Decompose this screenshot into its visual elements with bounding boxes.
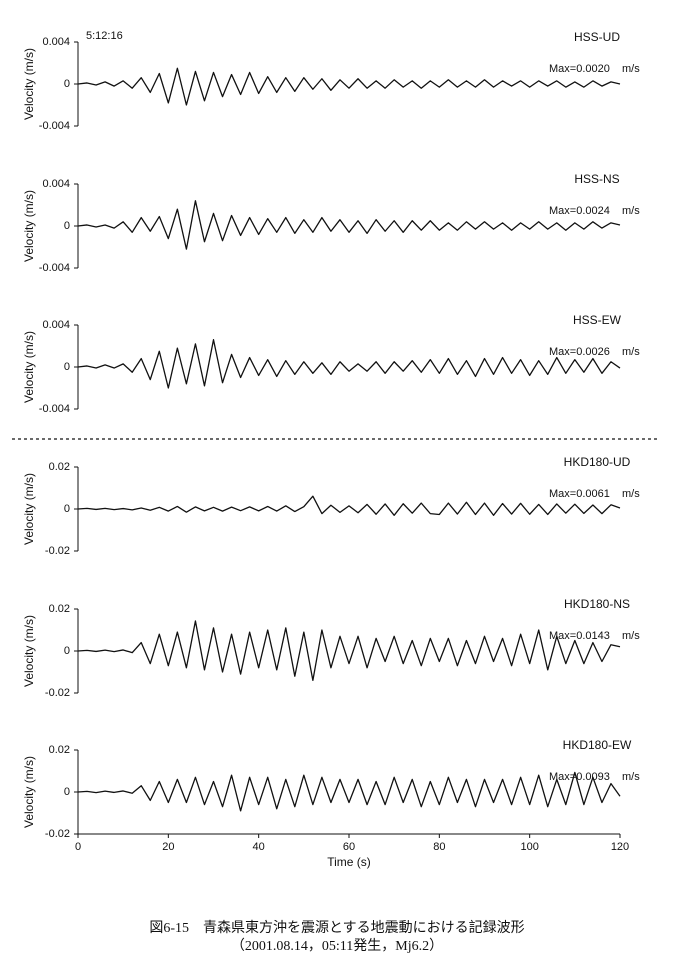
y-tick-label: 0.004 (42, 36, 70, 48)
max-annotation: Max=0.0093 (549, 771, 610, 783)
max-annotation: Max=0.0026 (549, 346, 610, 358)
waveform (77, 200, 621, 250)
y-tick-label: -0.004 (39, 120, 70, 132)
y-tick-label: -0.02 (45, 687, 70, 699)
y-tick-label: -0.004 (39, 403, 70, 415)
y-tick-label: -0.02 (45, 545, 70, 557)
waveform (77, 771, 621, 812)
y-tick-label: 0.004 (42, 178, 70, 190)
y-tick-label: 0 (64, 645, 70, 657)
panel-title: HSS-EW (573, 313, 622, 327)
caption-line: （2001.08.14，05:11発生，Mj6.2） (231, 938, 443, 954)
time-label: 5:12:16 (86, 30, 123, 42)
waveform (77, 495, 621, 516)
y-axis-label: Velocity (m/s) (22, 331, 36, 403)
max-annotation: Max=0.0061 (549, 488, 610, 500)
max-annotation: Max=0.0143 (549, 630, 610, 642)
x-tick-label: 60 (343, 841, 355, 853)
y-axis-label: Velocity (m/s) (22, 756, 36, 828)
max-annotation: Max=0.0020 (549, 63, 610, 75)
waveform (77, 339, 621, 389)
panel-title: HSS-NS (574, 172, 619, 186)
max-annotation: Max=0.0024 (549, 205, 610, 217)
x-tick-label: 40 (253, 841, 265, 853)
panel-title: HSS-UD (574, 30, 620, 44)
x-axis-label: Time (s) (327, 855, 371, 869)
x-tick-label: 20 (162, 841, 174, 853)
unit-label: m/s (622, 771, 640, 783)
y-tick-label: 0.02 (49, 744, 70, 756)
x-tick-label: 0 (75, 841, 81, 853)
y-axis-label: Velocity (m/s) (22, 473, 36, 545)
y-tick-label: 0 (64, 220, 70, 232)
unit-label: m/s (622, 63, 640, 75)
panel-title: HKD180-EW (563, 738, 632, 752)
y-tick-label: 0 (64, 361, 70, 373)
y-axis-label: Velocity (m/s) (22, 48, 36, 120)
y-axis-label: Velocity (m/s) (22, 615, 36, 687)
y-tick-label: 0.004 (42, 319, 70, 331)
panel-title: HKD180-NS (564, 597, 630, 611)
x-tick-label: 120 (611, 841, 629, 853)
panel-title: HKD180-UD (564, 455, 631, 469)
y-tick-label: 0 (64, 78, 70, 90)
unit-label: m/s (622, 205, 640, 217)
y-tick-label: -0.004 (39, 262, 70, 274)
y-axis-label: Velocity (m/s) (22, 190, 36, 262)
y-tick-label: 0 (64, 786, 70, 798)
unit-label: m/s (622, 346, 640, 358)
caption-line: 図6-15 青森県東方沖を震源とする地震動における記録波形 (149, 919, 524, 936)
y-tick-label: 0 (64, 503, 70, 515)
waveform (77, 620, 621, 682)
waveform (77, 67, 621, 106)
y-tick-label: 0.02 (49, 603, 70, 615)
unit-label: m/s (622, 488, 640, 500)
y-tick-label: -0.02 (45, 828, 70, 840)
unit-label: m/s (622, 630, 640, 642)
y-tick-label: 0.02 (49, 461, 70, 473)
x-tick-label: 80 (433, 841, 445, 853)
x-tick-label: 100 (520, 841, 538, 853)
